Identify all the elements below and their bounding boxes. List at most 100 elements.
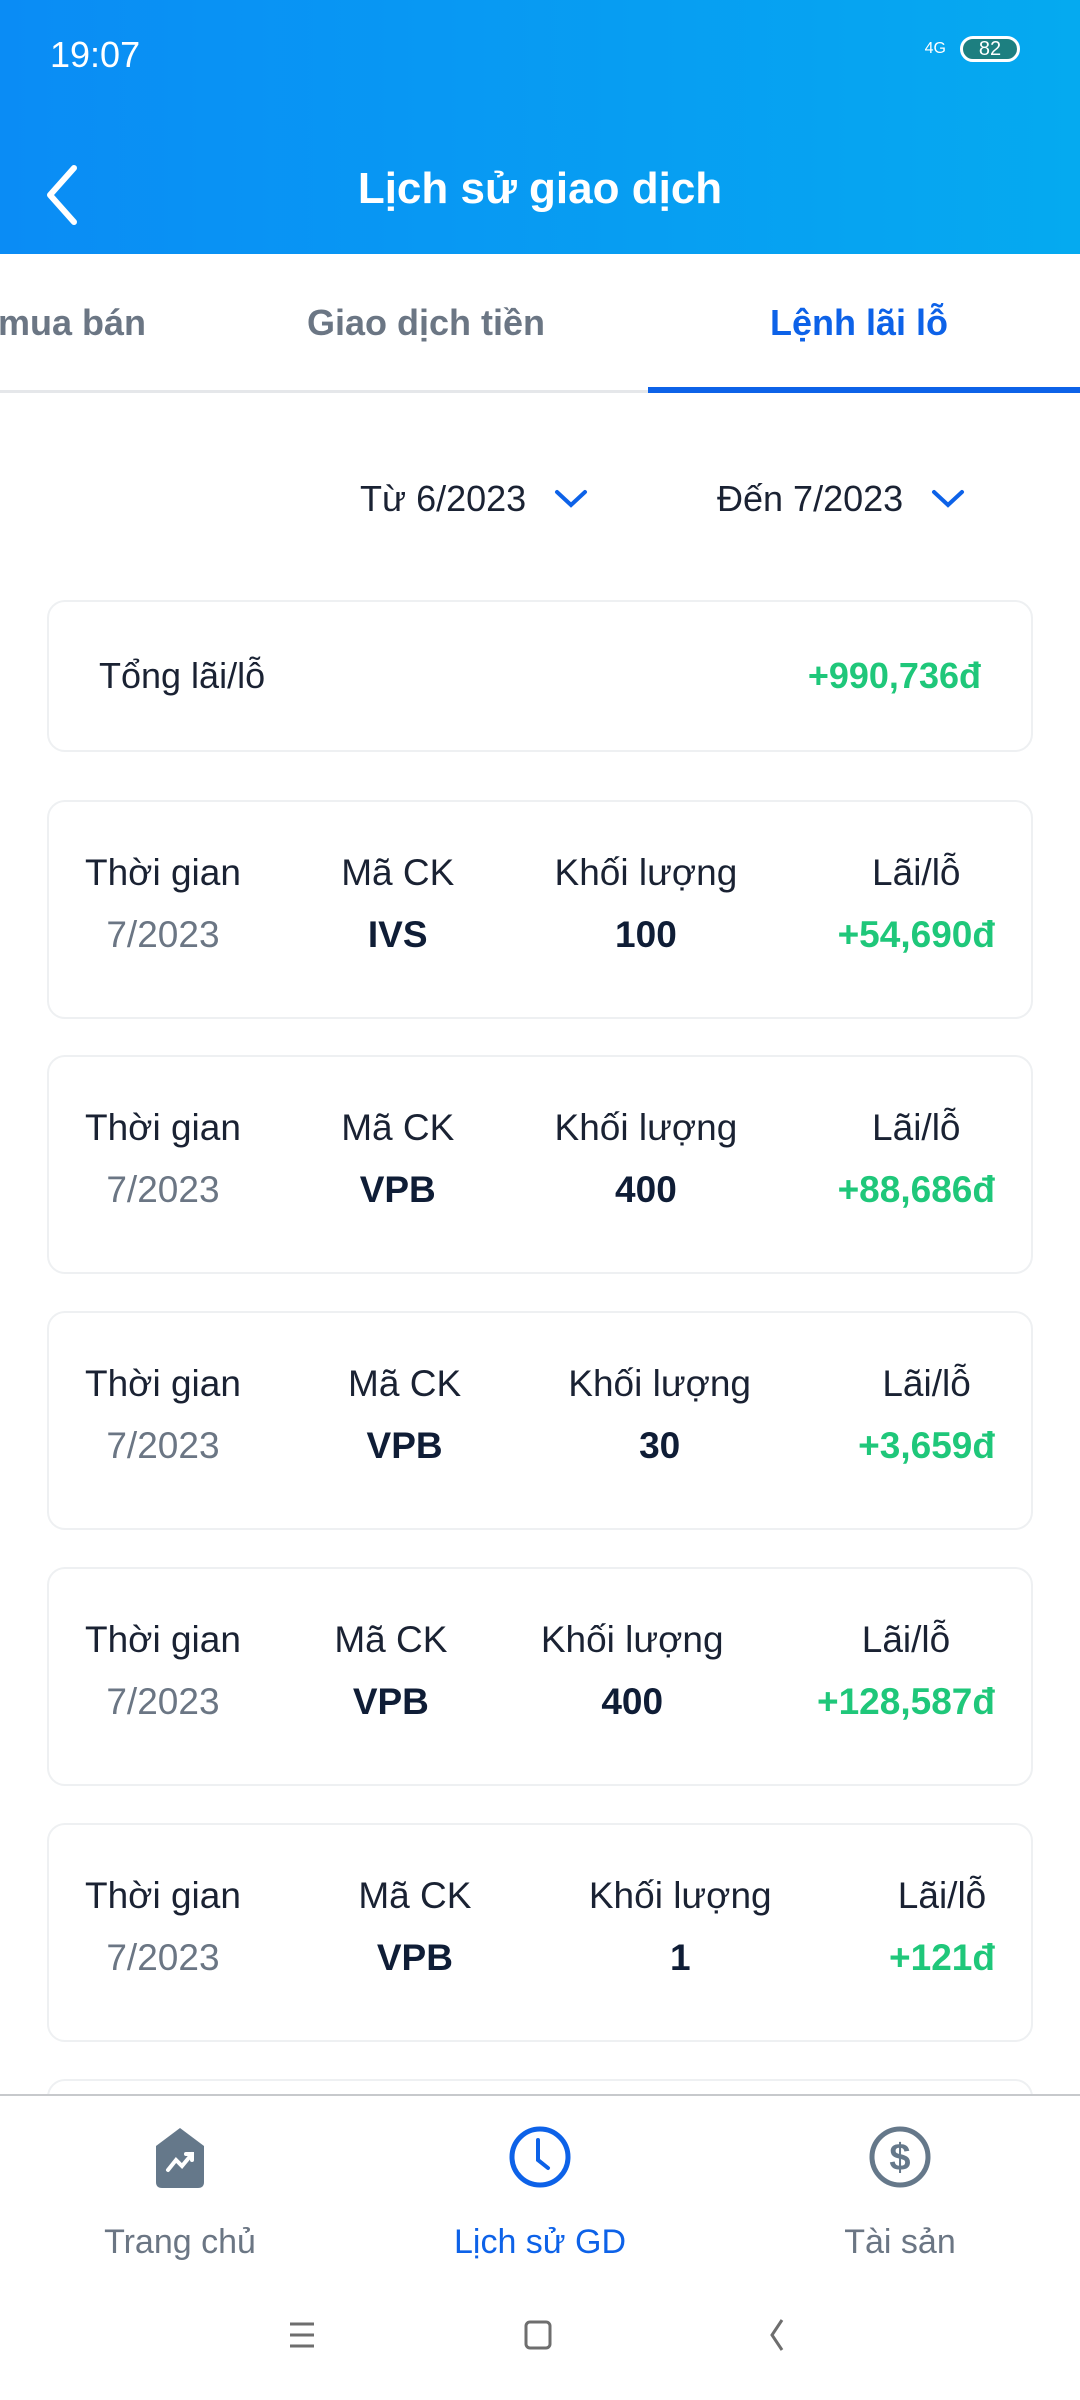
pnl-header: Lãi/lỗ [861, 1619, 951, 1660]
pnl-header: Lãi/lỗ [897, 1875, 987, 1916]
pnl-column: Lãi/lỗ +3,659đ [858, 1363, 995, 1528]
time-value: 7/2023 [106, 1681, 220, 1722]
battery-icon: 82 [960, 36, 1020, 62]
symbol-value: VPB [352, 1681, 429, 1722]
signal-icon: 4G [924, 40, 946, 57]
clock-icon [509, 2126, 571, 2188]
page-title: Lịch sử giao dịch [357, 164, 723, 213]
symbol-value: IVS [367, 914, 428, 955]
time-value: 7/2023 [106, 1169, 220, 1210]
app-header: 19:07 4G 82 Lịch sử giao dịch [0, 0, 1080, 254]
pnl-header: Lãi/lỗ [872, 852, 961, 893]
time-header: Thời gian [85, 852, 241, 893]
nav-history[interactable]: Lịch sử GD [390, 2124, 690, 2262]
total-pnl-value: +990,736đ [807, 655, 981, 696]
tab-profit-loss[interactable]: Lệnh lãi lỗ [770, 302, 949, 343]
symbol-header: Mã CK [358, 1875, 472, 1916]
time-header: Thời gian [85, 1875, 241, 1916]
list-item: Thời gian 7/2023 Mã CK VPB Khối lượng 400 Lãi/… [47, 1055, 1033, 1274]
time-column: Thời gian 7/2023 [85, 1107, 241, 1272]
time-value: 7/2023 [106, 914, 220, 955]
time-header: Thời gian [85, 1363, 241, 1404]
symbol-column: Mã CK VPB [358, 1875, 471, 2040]
volume-value: 100 [615, 914, 677, 955]
volume-column: Khối lượng 1 [589, 1875, 772, 2040]
symbol-header: Mã CK [341, 852, 455, 893]
symbol-value: VPB [366, 1425, 443, 1466]
tab-cash-transactions[interactable]: Giao dịch tiền [307, 302, 546, 343]
from-date-label: Từ 6/2023 [360, 478, 527, 519]
volume-value: 400 [601, 1681, 664, 1722]
bottom-nav: Trang chủ Lịch sử GD $ Tài sản [0, 2094, 1080, 2400]
symbol-header: Mã CK [341, 1107, 455, 1148]
time-column: Thời gian 7/2023 [85, 1875, 241, 2040]
symbol-value: VPB [359, 1169, 436, 1210]
nav-assets-label: Tài sản [844, 2223, 956, 2261]
symbol-column: Mã CK IVS [341, 852, 454, 1017]
symbol-column: Mã CK VPB [334, 1619, 447, 1784]
symbol-column: Mã CK VPB [341, 1107, 454, 1272]
symbol-value: VPB [376, 1937, 453, 1978]
pnl-column: Lãi/lỗ +54,690đ [838, 852, 995, 1017]
pnl-value: +88,686đ [837, 1169, 995, 1210]
symbol-column: Mã CK VPB [348, 1363, 461, 1528]
home-button[interactable] [508, 2310, 568, 2360]
list-item: Thời gian 7/2023 Mã CK VPB Khối lượng 1 Lãi/lỗ… [47, 1823, 1033, 2042]
tab-buy-sell[interactable]: mua bán [0, 302, 147, 343]
svg-text:$: $ [889, 2137, 910, 2179]
status-icons: 4G 82 [925, 36, 1020, 62]
nav-assets[interactable]: $ Tài sản [750, 2124, 1050, 2262]
home-chart-icon [156, 2128, 204, 2188]
back-button[interactable] [40, 160, 90, 230]
pnl-column: Lãi/lỗ +88,686đ [838, 1107, 995, 1272]
list-item: Thời gian 7/2023 Mã CK VPB Khối lượng 30 Lãi/l… [47, 1311, 1033, 1530]
time-header: Thời gian [85, 1107, 241, 1148]
volume-column: Khối lượng 400 [555, 1107, 738, 1272]
symbol-header: Mã CK [334, 1619, 448, 1660]
status-time: 19:07 [50, 34, 141, 75]
system-back-button[interactable] [746, 2310, 806, 2360]
volume-header: Khối lượng [554, 1107, 738, 1148]
list-item: Thời gian 7/2023 Mã CK VPB Khối lượng 400 Lãi/… [47, 1567, 1033, 1786]
to-date-dropdown[interactable]: Đến 7/2023 [717, 478, 965, 520]
pnl-value: +3,659đ [858, 1425, 995, 1466]
volume-column: Khối lượng 30 [568, 1363, 751, 1528]
pnl-header: Lãi/lỗ [872, 1107, 961, 1148]
volume-header: Khối lượng [540, 1619, 724, 1660]
volume-header: Khối lượng [554, 852, 738, 893]
nav-home-label: Trang chủ [104, 2223, 256, 2261]
symbol-header: Mã CK [348, 1363, 462, 1404]
volume-value: 1 [669, 1937, 691, 1978]
time-value: 7/2023 [106, 1425, 220, 1466]
recent-apps-button[interactable] [272, 2310, 332, 2360]
nav-home[interactable]: Trang chủ [30, 2124, 330, 2262]
active-tab-indicator [648, 387, 1080, 393]
volume-value: 30 [639, 1425, 681, 1466]
total-pnl-label: Tổng lãi/lỗ [99, 655, 266, 696]
chevron-down-icon [555, 490, 588, 508]
pnl-column: Lãi/lỗ +128,587đ [817, 1619, 995, 1784]
volume-column: Khối lượng 400 [541, 1619, 724, 1784]
pnl-value: +128,587đ [817, 1681, 995, 1722]
pnl-value: +54,690đ [837, 914, 995, 955]
nav-history-label: Lịch sử GD [453, 2223, 627, 2261]
time-column: Thời gian 7/2023 [85, 852, 241, 1017]
from-date-dropdown[interactable]: Từ 6/2023 [360, 478, 588, 520]
volume-header: Khối lượng [588, 1875, 772, 1916]
time-value: 7/2023 [106, 1937, 220, 1978]
chevron-down-icon [932, 490, 965, 508]
list-item: Thời gian 7/2023 Mã CK IVS Khối lượng 100 Lãi/… [47, 800, 1033, 1019]
time-column: Thời gian 7/2023 [85, 1619, 241, 1784]
volume-column: Khối lượng 100 [555, 852, 738, 1017]
time-column: Thời gian 7/2023 [85, 1363, 241, 1528]
total-pnl-card: Tổng lãi/lỗ +990,736đ [47, 600, 1033, 752]
volume-value: 400 [615, 1169, 677, 1210]
pnl-header: Lãi/lỗ [882, 1363, 971, 1404]
to-date-label: Đến 7/2023 [717, 478, 904, 519]
pnl-column: Lãi/lỗ +121đ [889, 1875, 995, 2040]
tab-bar: mua bán Giao dịch tiền Lệnh lãi lỗ [0, 254, 1080, 393]
dollar-icon: $ [869, 2126, 931, 2188]
volume-header: Khối lượng [568, 1363, 752, 1404]
time-header: Thời gian [85, 1619, 241, 1660]
pnl-value: +121đ [889, 1937, 995, 1978]
